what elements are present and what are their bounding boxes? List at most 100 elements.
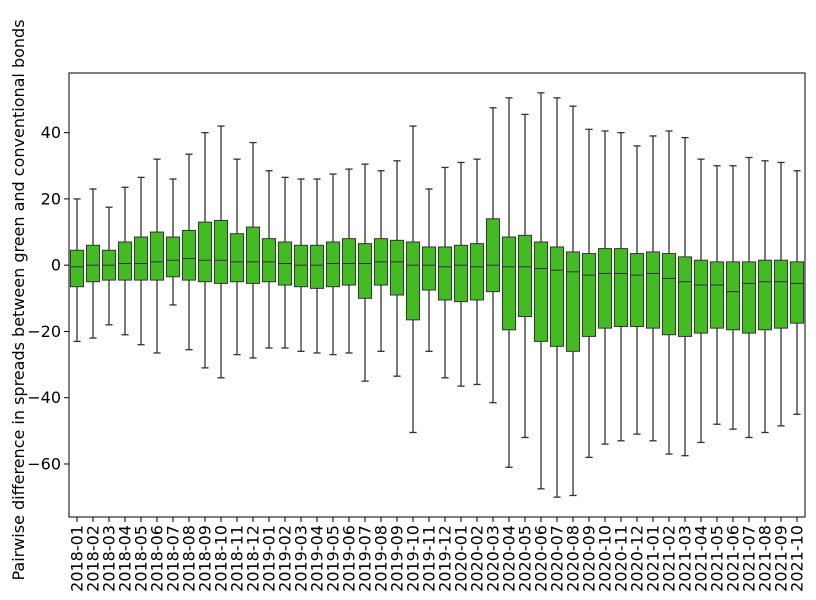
x-tick-label: 2018-06: [148, 525, 167, 592]
y-tick-label: −40: [27, 388, 61, 407]
box-2019-10: 2019-10: [404, 125, 423, 592]
box-2019-03: 2019-03: [292, 178, 311, 592]
iqr-box: [309, 244, 325, 289]
box-2018-05: 2018-05: [132, 176, 151, 592]
x-tick-label: 2018-08: [180, 525, 199, 592]
y-axis-label-group: Pairwise difference in spreads between g…: [9, 19, 28, 580]
y-tick-label: 40: [41, 123, 61, 142]
box-2020-04: 2020-04: [500, 97, 519, 592]
iqr-box: [389, 239, 405, 296]
iqr-box: [757, 259, 773, 331]
y-tick-label: −20: [27, 322, 61, 341]
iqr-box: [613, 248, 629, 327]
x-tick-label: 2018-01: [68, 525, 87, 592]
box-2021-10: 2021-10: [788, 170, 807, 592]
box-2019-04: 2019-04: [308, 178, 327, 592]
iqr-box: [229, 233, 245, 283]
box-2020-12: 2020-12: [628, 145, 647, 592]
x-tick-label: 2020-08: [564, 525, 583, 592]
iqr-box: [629, 253, 645, 327]
iqr-box: [501, 236, 517, 331]
x-tick-label: 2019-02: [276, 525, 295, 592]
box-2019-01: 2019-01: [260, 170, 279, 592]
iqr-box: [549, 246, 565, 347]
x-tick-label: 2020-04: [500, 525, 519, 592]
x-tick-label: 2020-12: [628, 525, 647, 592]
box-2018-02: 2018-02: [84, 188, 103, 592]
iqr-box: [149, 231, 165, 281]
x-tick-label: 2019-06: [340, 525, 359, 592]
box-2021-08: 2021-08: [756, 160, 775, 592]
box-2020-07: 2020-07: [548, 97, 567, 592]
x-tick-label: 2021-09: [772, 525, 791, 592]
box-2020-05: 2020-05: [516, 113, 535, 592]
x-tick-label: 2020-09: [580, 525, 599, 592]
x-tick-label: 2018-05: [132, 525, 151, 592]
x-tick-label: 2021-06: [724, 525, 743, 592]
x-tick-label: 2021-04: [692, 525, 711, 592]
iqr-box: [165, 236, 181, 278]
iqr-box: [197, 221, 213, 283]
iqr-box: [69, 249, 85, 288]
box-2018-08: 2018-08: [180, 153, 199, 592]
box-2020-03: 2020-03: [484, 107, 503, 592]
plot-frame: [68, 72, 806, 518]
y-tick-label: 0: [51, 256, 61, 275]
x-tick-label: 2020-02: [468, 525, 487, 592]
iqr-box: [437, 246, 453, 301]
iqr-box: [341, 238, 357, 286]
box-2018-11: 2018-11: [228, 158, 247, 592]
iqr-box: [485, 218, 501, 293]
x-tick-label: 2020-07: [548, 525, 567, 592]
iqr-box: [645, 251, 661, 329]
box-2021-02: 2021-02: [660, 130, 679, 592]
box-2021-03: 2021-03: [676, 136, 695, 592]
iqr-box: [533, 241, 549, 342]
iqr-box: [741, 261, 757, 334]
x-tick-label: 2018-10: [212, 525, 231, 592]
iqr-box: [453, 244, 469, 303]
box-2019-11: 2019-11: [420, 188, 439, 592]
x-tick-label: 2019-11: [420, 525, 439, 592]
iqr-box: [661, 253, 677, 336]
x-tick-label: 2020-01: [452, 525, 471, 592]
box-2019-05: 2019-05: [324, 173, 343, 592]
box-2019-06: 2019-06: [340, 168, 359, 592]
x-tick-label: 2018-02: [84, 525, 103, 592]
x-tick-label: 2020-05: [516, 525, 535, 592]
iqr-box: [261, 238, 277, 283]
iqr-box: [405, 241, 421, 321]
x-tick-label: 2021-10: [788, 525, 807, 592]
x-tick-label: 2020-10: [596, 525, 615, 592]
box-2018-01: 2018-01: [68, 198, 87, 592]
x-tick-label: 2018-04: [116, 525, 135, 592]
x-tick-label: 2019-03: [292, 525, 311, 592]
box-2018-10: 2018-10: [212, 125, 231, 592]
x-tick-label: 2020-06: [532, 525, 551, 592]
x-tick-label: 2021-05: [708, 525, 727, 592]
iqr-box: [517, 234, 533, 318]
box-2019-08: 2019-08: [372, 170, 391, 592]
box-2020-08: 2020-08: [564, 105, 583, 592]
box-2018-07: 2018-07: [164, 178, 183, 592]
x-tick-label: 2021-02: [660, 525, 679, 592]
iqr-box: [213, 219, 229, 284]
x-tick-label: 2020-03: [484, 525, 503, 592]
x-tick-label: 2019-10: [404, 525, 423, 592]
x-tick-label: 2018-03: [100, 525, 119, 592]
box-2018-09: 2018-09: [196, 131, 215, 592]
x-tick-label: 2020-11: [612, 525, 631, 592]
x-tick-label: 2019-01: [260, 525, 279, 592]
iqr-box: [789, 261, 805, 324]
box-2019-02: 2019-02: [276, 176, 295, 592]
box-2018-12: 2018-12: [244, 141, 263, 592]
box-2021-09: 2021-09: [772, 161, 791, 592]
x-tick-label: 2019-05: [324, 525, 343, 592]
x-tick-label: 2018-07: [164, 525, 183, 592]
box-2019-07: 2019-07: [356, 163, 375, 592]
box-2020-11: 2020-11: [612, 131, 631, 592]
iqr-box: [293, 244, 309, 288]
x-tick-label: 2018-09: [196, 525, 215, 592]
iqr-box: [725, 261, 741, 331]
box-2019-09: 2019-09: [388, 160, 407, 592]
